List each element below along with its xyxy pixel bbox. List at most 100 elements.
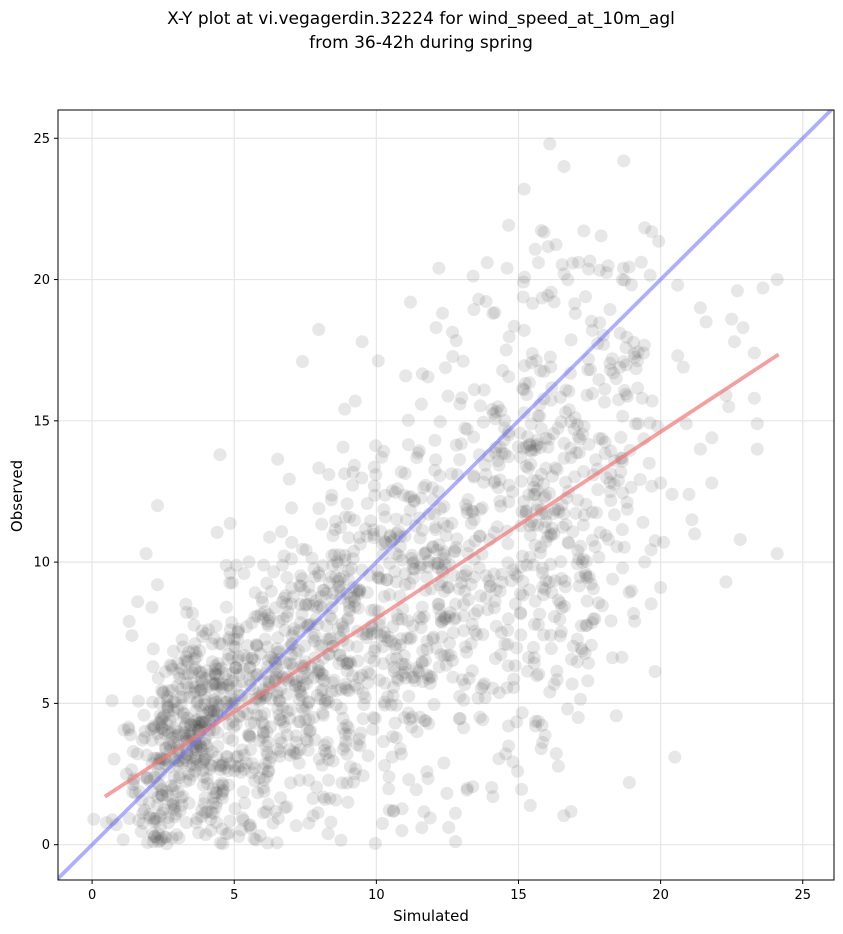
scatter-point xyxy=(465,617,479,631)
scatter-point xyxy=(403,632,417,646)
scatter-point xyxy=(293,579,306,593)
scatter-point xyxy=(432,538,446,552)
scatter-point xyxy=(316,683,330,697)
scatter-point xyxy=(241,639,255,653)
scatter-point xyxy=(575,644,589,658)
scatter-point xyxy=(141,836,155,849)
scatter-point xyxy=(568,306,582,320)
scatter-point xyxy=(279,656,293,670)
scatter-point xyxy=(336,654,350,668)
scatter-point xyxy=(394,632,408,646)
scatter-point xyxy=(600,471,614,485)
scatter-point xyxy=(224,690,238,704)
scatter-point xyxy=(264,650,278,664)
scatter-point xyxy=(516,290,530,304)
scatter-point xyxy=(198,750,212,764)
scatter-point xyxy=(130,747,144,761)
scatter-point xyxy=(277,549,291,563)
scatter-point xyxy=(328,548,342,562)
scatter-point xyxy=(542,486,556,500)
scatter-point xyxy=(331,557,345,571)
scatter-point xyxy=(619,341,633,355)
scatter-point xyxy=(541,240,555,254)
scatter-point xyxy=(317,583,331,597)
scatter-point xyxy=(479,569,493,583)
scatter-point xyxy=(289,729,303,743)
scatter-point xyxy=(496,364,510,377)
scatter-point xyxy=(571,544,585,558)
scatter-point xyxy=(643,416,657,430)
scatter-point xyxy=(620,389,634,403)
scatter-point xyxy=(173,804,187,818)
scatter-point xyxy=(536,561,549,575)
scatter-point xyxy=(437,613,451,627)
scatter-point xyxy=(557,267,571,281)
scatter-point xyxy=(415,600,429,614)
scatter-point xyxy=(579,290,592,304)
scatter-point xyxy=(602,533,616,546)
scatter-point xyxy=(285,552,298,566)
scatter-point xyxy=(435,615,449,629)
scatter-point xyxy=(518,359,531,373)
scatter-point xyxy=(162,816,175,830)
scatter-point xyxy=(274,682,288,696)
scatter-point xyxy=(432,660,446,674)
scatter-point xyxy=(436,547,450,561)
scatter-point xyxy=(573,432,587,446)
scatter-point xyxy=(213,836,227,850)
scatter-point xyxy=(468,607,482,621)
scatter-point xyxy=(461,493,475,506)
scatter-point xyxy=(158,830,172,844)
scatter-point xyxy=(403,712,417,726)
scatter-point xyxy=(346,669,360,683)
scatter-point xyxy=(153,696,167,710)
scatter-point xyxy=(138,731,152,745)
scatter-point xyxy=(473,529,487,543)
scatter-point xyxy=(350,640,364,654)
plot-frame xyxy=(57,109,835,881)
scatter-point xyxy=(187,618,201,632)
scatter-point xyxy=(604,614,618,628)
scatter-point xyxy=(705,431,719,445)
scatter-point xyxy=(221,731,235,745)
scatter-point xyxy=(87,812,101,826)
scatter-point xyxy=(398,665,412,679)
scatter-point xyxy=(303,725,317,738)
scatter-point xyxy=(209,796,223,810)
scatter-point xyxy=(231,760,245,774)
scatter-point xyxy=(247,832,261,846)
scatter-point xyxy=(338,739,352,753)
scatter-point xyxy=(206,655,219,669)
scatter-point xyxy=(472,292,486,306)
scatter-point xyxy=(489,619,503,633)
scatter-point xyxy=(343,510,356,524)
scatter-point xyxy=(586,582,600,596)
scatter-point xyxy=(555,601,569,615)
scatter-point xyxy=(495,446,509,460)
scatter-point xyxy=(198,806,212,820)
scatter-point xyxy=(122,614,136,628)
scatter-point xyxy=(236,813,250,827)
scatter-point xyxy=(408,562,422,576)
scatter-point xyxy=(581,674,595,688)
scatter-point xyxy=(295,689,309,703)
scatter-point xyxy=(368,640,382,654)
scatter-point xyxy=(203,704,217,718)
scatter-point xyxy=(367,479,381,493)
scatter-point xyxy=(188,752,202,766)
scatter-point xyxy=(212,758,226,772)
scatter-point xyxy=(205,697,219,711)
scatter-point xyxy=(558,574,572,588)
scatter-point xyxy=(159,830,173,844)
scatter-point xyxy=(194,683,208,697)
scatter-point xyxy=(357,698,371,711)
scatter-point xyxy=(334,521,348,535)
scatter-point xyxy=(378,510,392,524)
scatter-point xyxy=(500,261,514,275)
scatter-point xyxy=(264,750,278,764)
scatter-point xyxy=(237,762,251,776)
scatter-point xyxy=(633,473,647,486)
scatter-point xyxy=(635,391,649,405)
scatter-point xyxy=(395,824,409,838)
scatter-point xyxy=(271,452,285,466)
